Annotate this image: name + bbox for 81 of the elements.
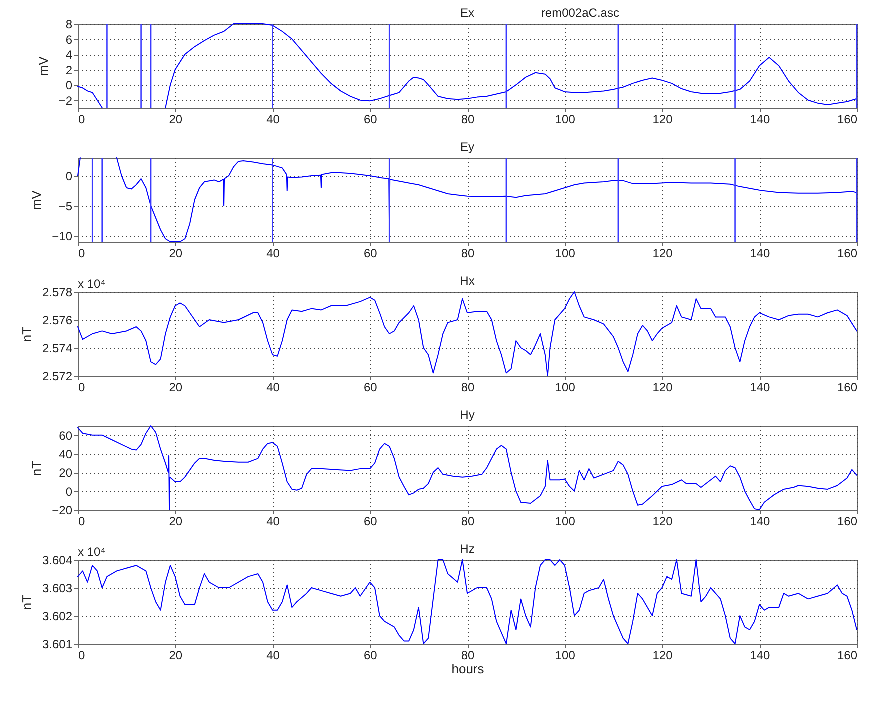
x-tick-label: 20: [169, 514, 183, 528]
x-tick-label: 60: [364, 112, 378, 126]
text: x 10⁴: [78, 545, 106, 559]
x-tick-label: 80: [461, 514, 475, 528]
y-axis-title: mV: [36, 56, 51, 76]
chart-title: Hx: [460, 274, 475, 288]
x-tick-label: 140: [750, 514, 770, 528]
x-tick-label: 20: [169, 112, 183, 126]
y-tick-label: 4: [66, 48, 73, 62]
x-tick-label: 120: [652, 514, 674, 528]
y-tick-label: 2.572: [42, 370, 73, 384]
x-tick-label: 80: [461, 648, 475, 662]
x-tick-label: 80: [461, 246, 475, 260]
x-tick-label: 0: [78, 514, 86, 528]
x-tick-label: 100: [555, 380, 576, 394]
x-tick-label: 160: [837, 246, 858, 260]
x-tick-label: 40: [266, 380, 280, 394]
x-tick-label: 120: [652, 112, 674, 126]
y-tick-label: −10: [52, 230, 73, 244]
y-tick-label: 2.578: [42, 286, 73, 300]
y-tick-label: 6: [66, 32, 73, 47]
y-axis-title: nT: [19, 594, 34, 610]
x-tick-label: 100: [555, 514, 576, 528]
x-tick-label: 40: [266, 514, 280, 528]
x-tick-label: 120: [652, 246, 674, 260]
y-tick-label: 40: [59, 448, 73, 462]
x-tick-label: 60: [364, 514, 378, 528]
y-tick-label: 0: [66, 484, 73, 499]
x-tick-label: 140: [750, 112, 770, 126]
x-tick-label: 40: [266, 112, 280, 126]
x-tick-label: 160: [837, 648, 858, 662]
x-tick-label: 20: [169, 380, 183, 394]
y-tick-label: −2: [58, 94, 73, 108]
y-tick-label: 60: [59, 428, 73, 443]
x-tick-label: 100: [555, 246, 576, 260]
x-tick-label: 160: [837, 380, 858, 394]
y-tick-label: 3.603: [42, 582, 73, 596]
y-tick-label: 0: [66, 170, 73, 184]
x-tick-label: 160: [837, 112, 858, 126]
x-tick-label: 140: [750, 648, 770, 662]
x-tick-label: 60: [364, 648, 378, 662]
y-tick-label: 3.604: [42, 554, 73, 568]
y-tick-label: −20: [52, 504, 73, 518]
y-axis-title: mV: [29, 190, 44, 210]
y-tick-label: −5: [58, 200, 73, 214]
x-tick-label: 40: [266, 246, 280, 260]
x-tick-label: 0: [78, 648, 86, 662]
x-tick-label: 140: [750, 246, 770, 260]
y-tick-label: 2.576: [42, 314, 73, 328]
y-axis-title: nT: [19, 326, 34, 342]
chart-title: Ey: [460, 140, 475, 154]
x-tick-label: 80: [461, 112, 475, 126]
text: x 10⁴: [78, 277, 106, 291]
chart-title: Hy: [460, 408, 475, 422]
y-tick-label: 20: [59, 466, 73, 480]
y-tick-label: 3.601: [42, 638, 73, 652]
x-tick-label: 120: [652, 648, 674, 662]
x-tick-label: 60: [364, 246, 378, 260]
y-tick-label: 2: [66, 63, 73, 78]
y-tick-label: 0: [66, 78, 73, 93]
x-axis-title: hours: [452, 662, 485, 676]
text: rem002aC.asc: [541, 6, 620, 20]
x-tick-label: 40: [266, 648, 280, 662]
x-tick-label: 100: [555, 648, 576, 662]
x-tick-label: 20: [169, 648, 183, 662]
x-tick-label: 0: [78, 246, 86, 260]
chart-title: Ex: [460, 6, 475, 20]
y-axis-title: nT: [29, 460, 44, 476]
x-tick-label: 140: [750, 380, 770, 394]
x-tick-label: 60: [364, 380, 378, 394]
chart-title: Hz: [460, 542, 475, 556]
x-tick-label: 0: [78, 112, 86, 126]
y-tick-label: 8: [66, 18, 73, 32]
y-tick-label: 3.602: [42, 610, 73, 624]
x-tick-label: 160: [837, 514, 858, 528]
x-tick-label: 0: [78, 380, 86, 394]
x-tick-label: 100: [555, 112, 576, 126]
y-tick-label: 2.574: [42, 342, 73, 356]
x-tick-label: 80: [461, 380, 475, 394]
x-tick-label: 20: [169, 246, 183, 260]
x-tick-label: 120: [652, 380, 674, 394]
